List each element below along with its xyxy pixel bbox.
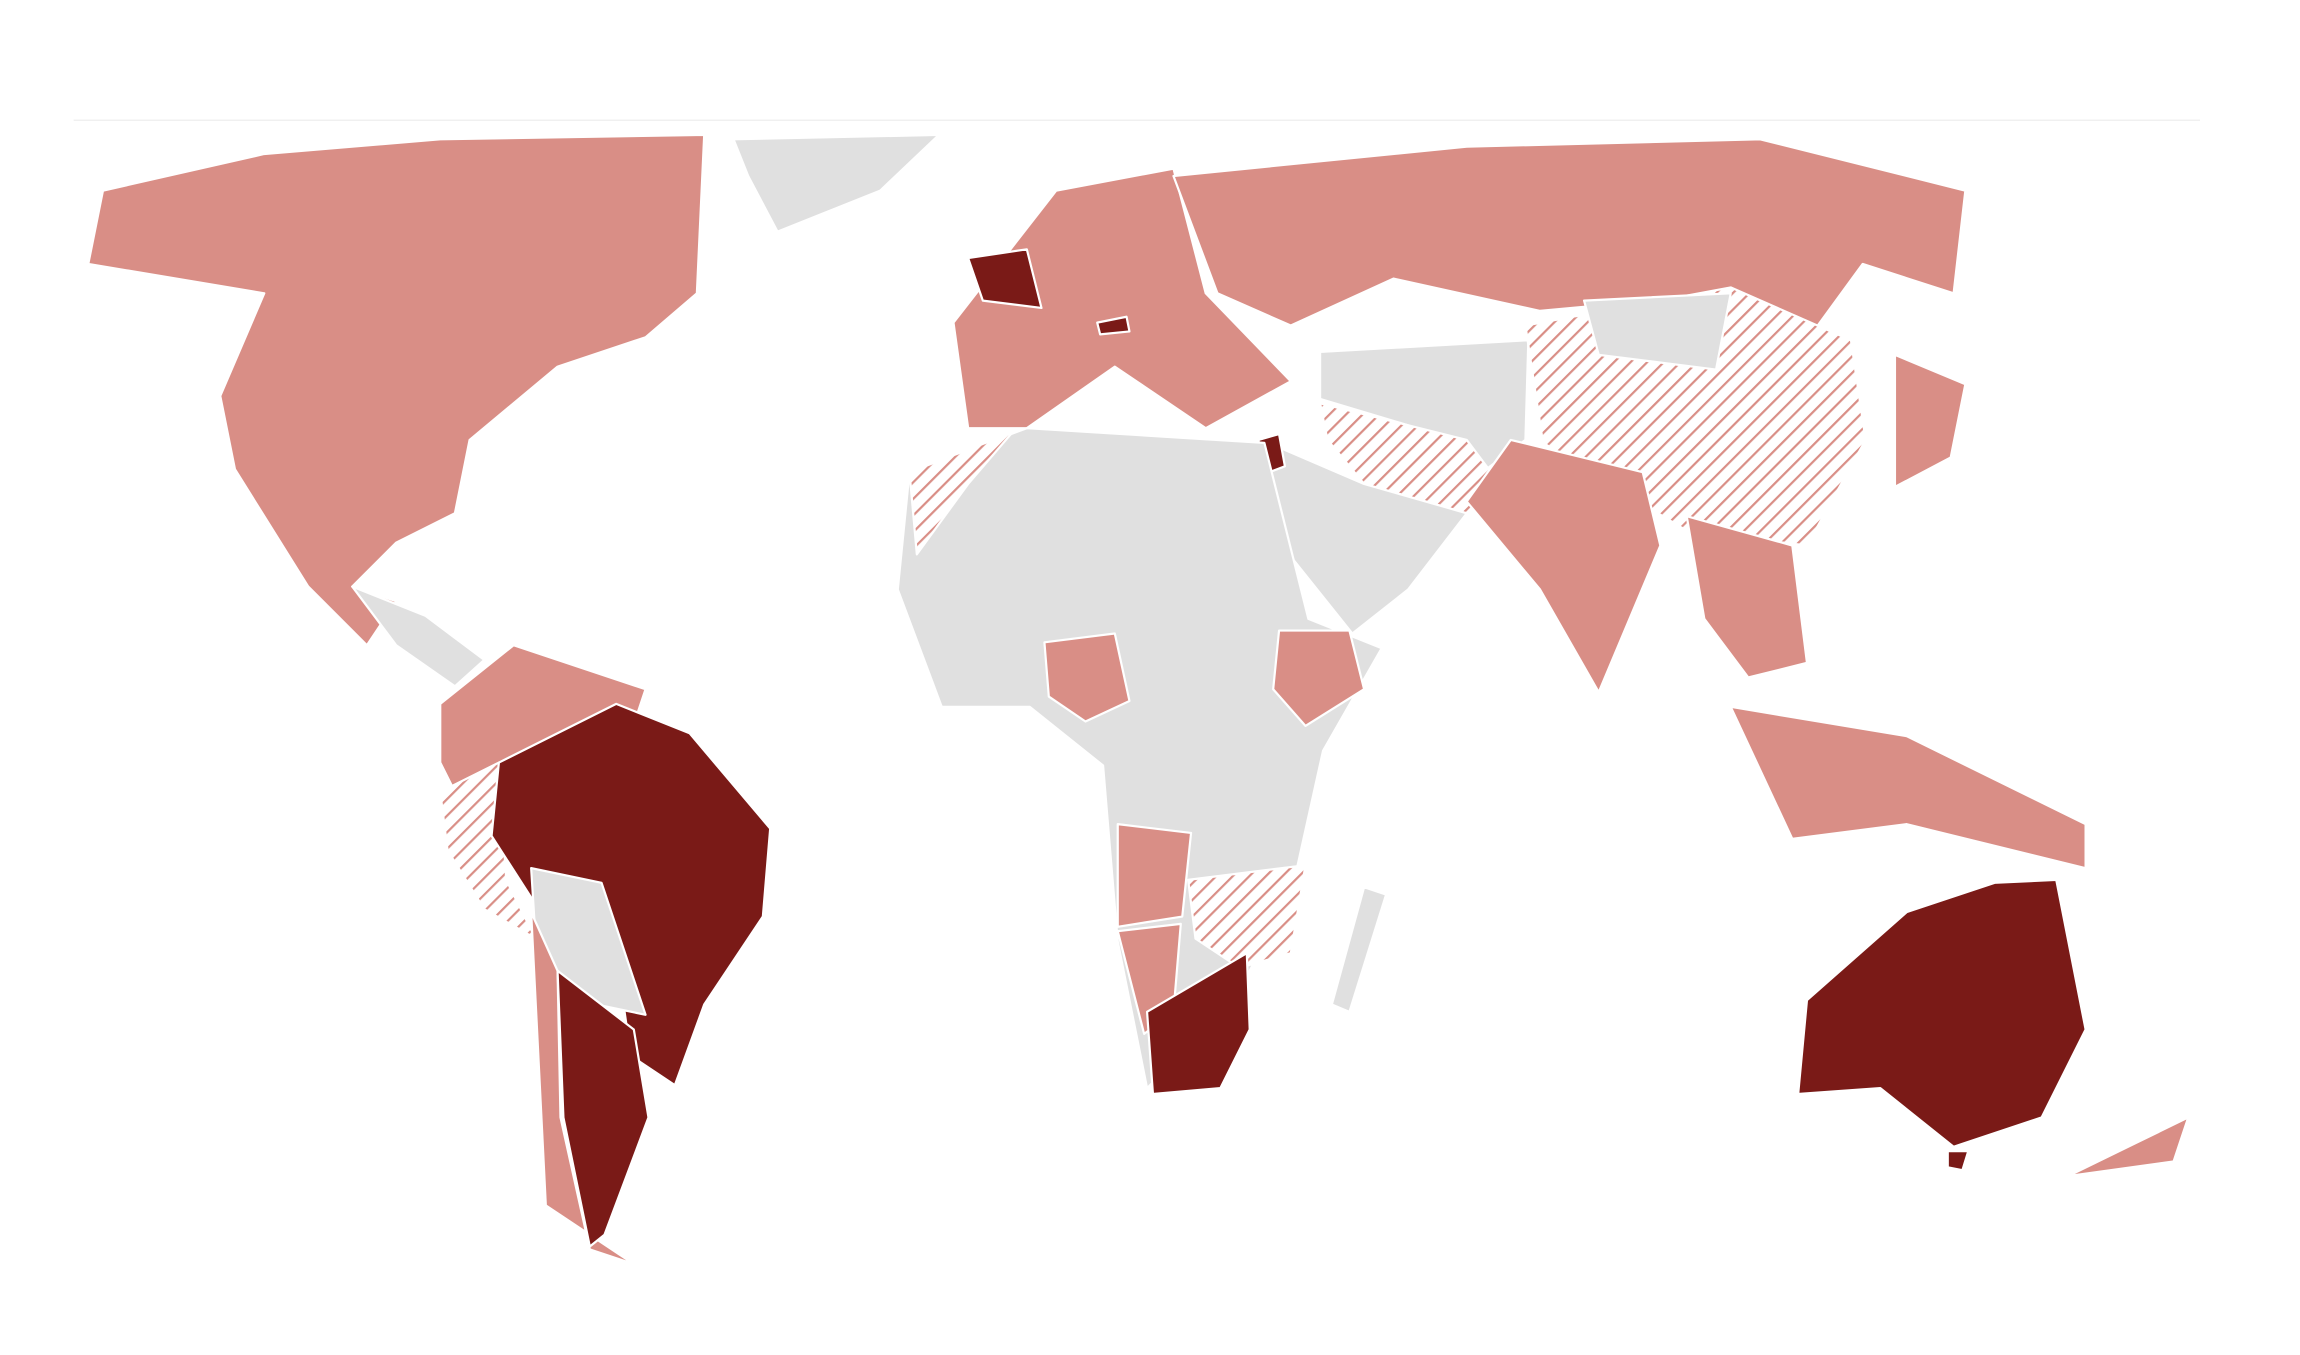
- europe: [952, 167, 1292, 430]
- north-america: [87, 133, 706, 647]
- greenland: [732, 133, 940, 233]
- new-zealand: [2066, 1116, 2190, 1178]
- nigeria: [1043, 632, 1131, 723]
- india: [1465, 438, 1662, 694]
- central-america: [351, 585, 486, 688]
- argentina: [556, 969, 650, 1248]
- indonesia: [1729, 705, 2087, 870]
- tasmania: [1946, 1150, 1970, 1172]
- brazil: [490, 702, 772, 1087]
- australia: [1797, 878, 2087, 1148]
- japan: [1893, 353, 1967, 488]
- countries: [87, 133, 2190, 1266]
- mongolia: [1582, 292, 1732, 371]
- morocco: [908, 431, 1014, 556]
- russia: [1172, 138, 1967, 342]
- united-kingdom: [967, 248, 1043, 310]
- ethiopia: [1272, 629, 1366, 727]
- southeast-asia: [1685, 515, 1809, 679]
- madagascar: [1330, 886, 1388, 1013]
- south-africa: [1145, 952, 1251, 1096]
- angola: [1116, 823, 1193, 928]
- mozambique: [1187, 864, 1307, 969]
- austria: [1096, 315, 1131, 336]
